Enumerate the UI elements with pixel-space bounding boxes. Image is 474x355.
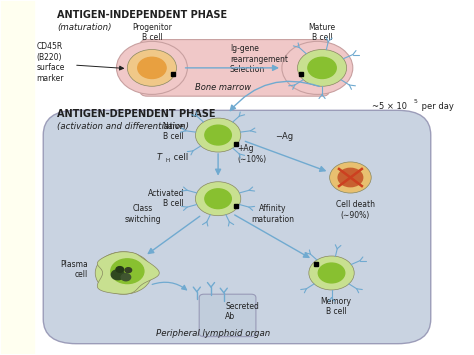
Circle shape bbox=[125, 268, 132, 273]
Text: Secreted
Ab: Secreted Ab bbox=[225, 302, 259, 321]
Text: (maturation): (maturation) bbox=[57, 23, 112, 32]
Circle shape bbox=[282, 42, 353, 94]
Circle shape bbox=[121, 274, 131, 281]
Text: Cell death
(∼90%): Cell death (∼90%) bbox=[336, 201, 374, 220]
Text: (activation and differentiation): (activation and differentiation) bbox=[57, 122, 190, 131]
Text: CD45R
(B220)
surface
marker: CD45R (B220) surface marker bbox=[36, 43, 64, 83]
Text: Memory
B cell: Memory B cell bbox=[321, 297, 352, 316]
Text: Progenitor
B cell: Progenitor B cell bbox=[132, 23, 172, 42]
Text: 5: 5 bbox=[413, 99, 417, 104]
Circle shape bbox=[298, 49, 346, 86]
Circle shape bbox=[128, 49, 176, 86]
Circle shape bbox=[138, 57, 166, 78]
Circle shape bbox=[329, 162, 371, 193]
FancyBboxPatch shape bbox=[199, 294, 256, 337]
Circle shape bbox=[318, 263, 345, 283]
Circle shape bbox=[95, 252, 152, 294]
Text: Ig-gene
rearrangement
Selection: Ig-gene rearrangement Selection bbox=[230, 44, 288, 74]
Text: Class
switching: Class switching bbox=[124, 204, 161, 224]
Circle shape bbox=[309, 256, 354, 290]
Text: T: T bbox=[156, 153, 162, 162]
Circle shape bbox=[195, 182, 241, 216]
Circle shape bbox=[308, 57, 336, 78]
Text: Affinity
maturation: Affinity maturation bbox=[251, 204, 294, 224]
Circle shape bbox=[111, 259, 144, 284]
FancyBboxPatch shape bbox=[140, 40, 329, 96]
Text: H: H bbox=[165, 158, 170, 163]
Text: Peripheral lymphoid organ: Peripheral lymphoid organ bbox=[156, 329, 271, 338]
Text: Bone marrow: Bone marrow bbox=[195, 83, 251, 92]
Text: +Ag
(∼10%): +Ag (∼10%) bbox=[237, 144, 266, 164]
Circle shape bbox=[111, 270, 125, 280]
Circle shape bbox=[205, 125, 231, 145]
Text: ~5 × 10: ~5 × 10 bbox=[372, 102, 407, 110]
Circle shape bbox=[205, 189, 231, 209]
Text: ANTIGEN-DEPENDENT PHASE: ANTIGEN-DEPENDENT PHASE bbox=[57, 109, 216, 119]
Text: Activated
B cell: Activated B cell bbox=[147, 189, 184, 208]
Text: per day: per day bbox=[419, 102, 454, 110]
Circle shape bbox=[116, 267, 124, 272]
Text: Mature
B cell: Mature B cell bbox=[309, 23, 336, 42]
Text: cell: cell bbox=[171, 153, 188, 162]
FancyBboxPatch shape bbox=[43, 110, 431, 344]
Text: Plasma
cell: Plasma cell bbox=[60, 260, 88, 279]
Circle shape bbox=[338, 168, 363, 187]
Text: −Ag: −Ag bbox=[275, 132, 293, 141]
Bar bbox=[0, 1, 34, 354]
Text: ANTIGEN-INDEPENDENT PHASE: ANTIGEN-INDEPENDENT PHASE bbox=[57, 10, 228, 20]
Circle shape bbox=[117, 42, 187, 94]
Circle shape bbox=[195, 118, 241, 152]
Text: Naive
B cell: Naive B cell bbox=[162, 122, 184, 141]
Polygon shape bbox=[97, 252, 159, 294]
